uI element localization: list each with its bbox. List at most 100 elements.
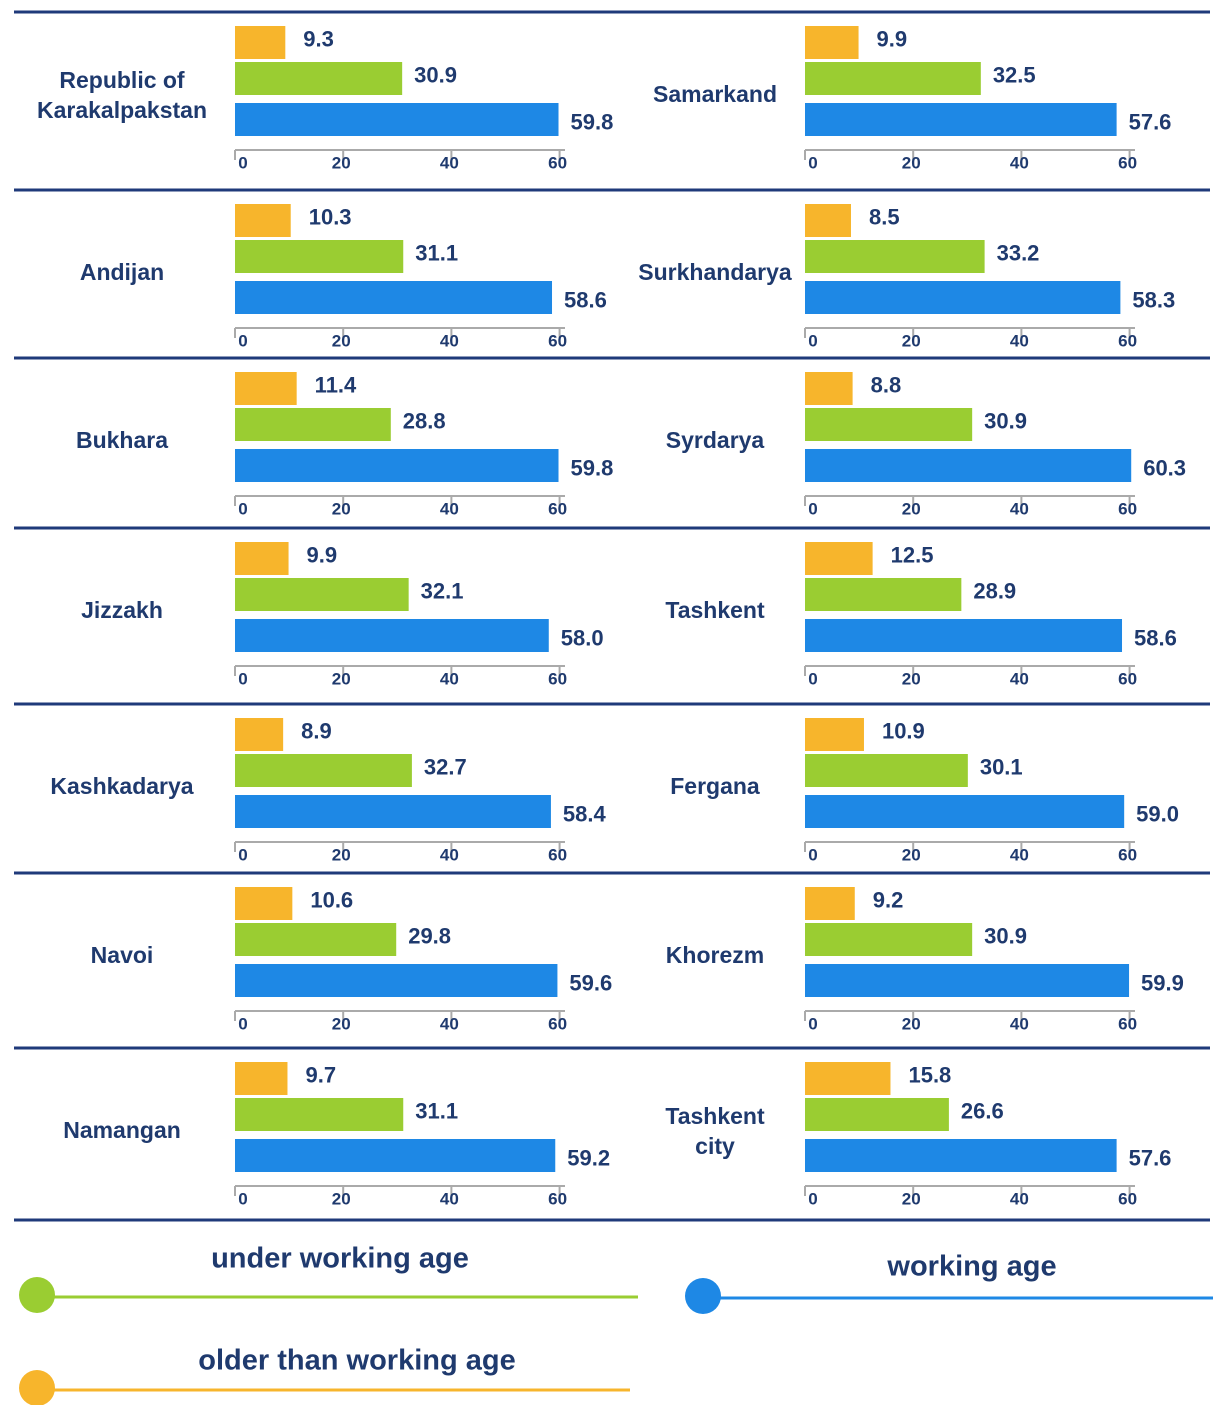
x-tick-label: 60 bbox=[1118, 1014, 1137, 1033]
x-tick-label: 60 bbox=[548, 845, 567, 864]
value-label: 59.9 bbox=[1141, 970, 1184, 995]
region-label: Khorezm bbox=[666, 942, 764, 968]
bar bbox=[235, 542, 289, 575]
value-label: 8.8 bbox=[871, 372, 902, 397]
value-label: 58.4 bbox=[563, 801, 607, 826]
x-tick-label: 60 bbox=[548, 499, 567, 518]
x-tick-label: 0 bbox=[238, 845, 247, 864]
x-tick-label: 0 bbox=[808, 1014, 817, 1033]
value-label: 11.4 bbox=[315, 372, 357, 397]
bar bbox=[805, 26, 859, 59]
value-label: 8.5 bbox=[869, 204, 900, 229]
value-label: 31.1 bbox=[415, 240, 458, 265]
x-tick-label: 20 bbox=[902, 153, 921, 172]
bar bbox=[805, 240, 985, 273]
value-label: 30.9 bbox=[984, 408, 1027, 433]
bar bbox=[805, 578, 962, 611]
legend-label: working age bbox=[886, 1251, 1056, 1283]
x-tick-label: 40 bbox=[1010, 845, 1029, 864]
legend-dot bbox=[19, 1277, 55, 1313]
bar bbox=[805, 718, 864, 751]
bar bbox=[235, 887, 293, 920]
x-tick-label: 40 bbox=[1010, 499, 1029, 518]
x-tick-label: 40 bbox=[440, 331, 459, 350]
x-tick-label: 60 bbox=[548, 331, 567, 350]
value-label: 57.6 bbox=[1129, 109, 1172, 134]
value-label: 60.3 bbox=[1143, 455, 1186, 480]
x-tick-label: 60 bbox=[548, 153, 567, 172]
x-tick-label: 0 bbox=[808, 153, 817, 172]
bar bbox=[235, 372, 297, 405]
bar bbox=[805, 1098, 949, 1131]
bar bbox=[235, 754, 412, 787]
value-label: 58.3 bbox=[1132, 287, 1175, 312]
region-label: Jizzakh bbox=[81, 597, 163, 623]
x-tick-label: 60 bbox=[1118, 1189, 1137, 1208]
x-tick-label: 20 bbox=[332, 331, 351, 350]
bar bbox=[805, 619, 1123, 652]
bar bbox=[235, 1098, 404, 1131]
bar bbox=[805, 754, 968, 787]
bar bbox=[805, 887, 855, 920]
region-label: Bukhara bbox=[76, 427, 168, 453]
bar bbox=[235, 619, 549, 652]
region-label: Navoi bbox=[91, 942, 154, 968]
x-tick-label: 0 bbox=[808, 331, 817, 350]
bar bbox=[805, 795, 1125, 828]
legend-dot bbox=[19, 1370, 55, 1405]
x-tick-label: 60 bbox=[1118, 499, 1137, 518]
x-tick-label: 0 bbox=[808, 845, 817, 864]
bar bbox=[235, 240, 404, 273]
bar bbox=[235, 718, 284, 751]
value-label: 58.6 bbox=[564, 287, 607, 312]
x-tick-label: 40 bbox=[440, 153, 459, 172]
x-tick-label: 0 bbox=[238, 669, 247, 688]
region-label: Fergana bbox=[670, 773, 760, 799]
value-label: 9.9 bbox=[307, 542, 338, 567]
value-label: 28.9 bbox=[973, 578, 1016, 603]
x-tick-label: 60 bbox=[1118, 153, 1137, 172]
bar bbox=[235, 923, 397, 956]
value-label: 30.9 bbox=[984, 923, 1027, 948]
region-label: Namangan bbox=[63, 1117, 181, 1143]
bar bbox=[805, 449, 1132, 482]
value-label: 9.2 bbox=[873, 887, 904, 912]
value-label: 29.8 bbox=[408, 923, 451, 948]
value-label: 59.2 bbox=[567, 1145, 610, 1170]
x-tick-label: 40 bbox=[1010, 331, 1029, 350]
bar bbox=[235, 62, 403, 95]
x-tick-label: 60 bbox=[1118, 845, 1137, 864]
legend-label: older than working age bbox=[198, 1345, 515, 1377]
legend-label: under working age bbox=[211, 1243, 469, 1275]
region-label: Tashkent bbox=[665, 597, 765, 623]
x-tick-label: 20 bbox=[902, 1189, 921, 1208]
value-label: 59.0 bbox=[1136, 801, 1179, 826]
value-label: 10.6 bbox=[310, 887, 353, 912]
value-label: 58.0 bbox=[561, 625, 604, 650]
x-tick-label: 20 bbox=[332, 153, 351, 172]
x-tick-label: 20 bbox=[902, 1014, 921, 1033]
region-label: Surkhandarya bbox=[638, 259, 792, 285]
bar bbox=[805, 1062, 891, 1095]
value-label: 59.8 bbox=[571, 109, 614, 134]
x-tick-label: 40 bbox=[1010, 669, 1029, 688]
bar bbox=[805, 62, 981, 95]
bar bbox=[235, 795, 551, 828]
x-tick-label: 60 bbox=[548, 1189, 567, 1208]
region-label: Kashkadarya bbox=[50, 773, 193, 799]
bar bbox=[235, 281, 553, 314]
bar bbox=[805, 1139, 1117, 1172]
region-label: Tashkent city bbox=[665, 1103, 765, 1159]
x-tick-label: 40 bbox=[1010, 1014, 1029, 1033]
x-tick-label: 40 bbox=[440, 845, 459, 864]
value-label: 30.1 bbox=[980, 754, 1023, 779]
value-label: 9.3 bbox=[303, 26, 334, 51]
value-label: 9.7 bbox=[305, 1062, 336, 1087]
region-label: Syrdarya bbox=[666, 427, 765, 453]
x-tick-label: 20 bbox=[902, 331, 921, 350]
x-tick-label: 0 bbox=[238, 153, 247, 172]
bar bbox=[235, 578, 409, 611]
x-tick-label: 0 bbox=[808, 499, 817, 518]
bar bbox=[235, 26, 286, 59]
